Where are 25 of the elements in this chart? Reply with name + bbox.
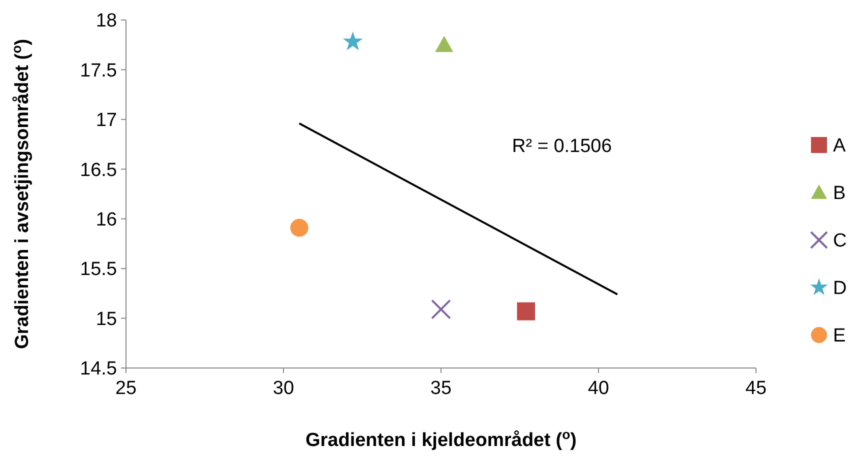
legend-label: A <box>833 136 846 157</box>
legend-label: E <box>833 326 846 347</box>
point <box>290 218 308 237</box>
point <box>431 299 451 320</box>
legend-label: D <box>833 278 847 300</box>
x-axis-title: Gradienten i kjeldeområdet ($^{o}$) <box>305 426 577 451</box>
y-tick-label: 17.5 <box>80 60 117 82</box>
point <box>517 302 536 320</box>
y-tick-label: 15 <box>96 308 117 330</box>
x-tick-label: 45 <box>745 378 767 399</box>
legend-label: B <box>833 183 846 204</box>
y-tick-label: 18 <box>96 10 117 32</box>
legend-label: C <box>833 230 847 252</box>
y-tick-label: 15.5 <box>80 259 117 280</box>
y-tick-label: 16.5 <box>80 160 117 181</box>
y-tick-label: 17 <box>96 110 117 132</box>
x-tick-label: 25 <box>115 378 137 399</box>
y-tick-label: 16 <box>96 210 117 231</box>
y-tick-label: 14.5 <box>80 358 117 380</box>
x-tick-label: 30 <box>272 378 294 399</box>
point <box>435 36 454 52</box>
x-tick-label: 40 <box>588 378 610 399</box>
annotation: R² = 0.1506 <box>512 136 612 157</box>
x-tick-label: 35 <box>430 378 452 399</box>
point <box>342 32 363 50</box>
